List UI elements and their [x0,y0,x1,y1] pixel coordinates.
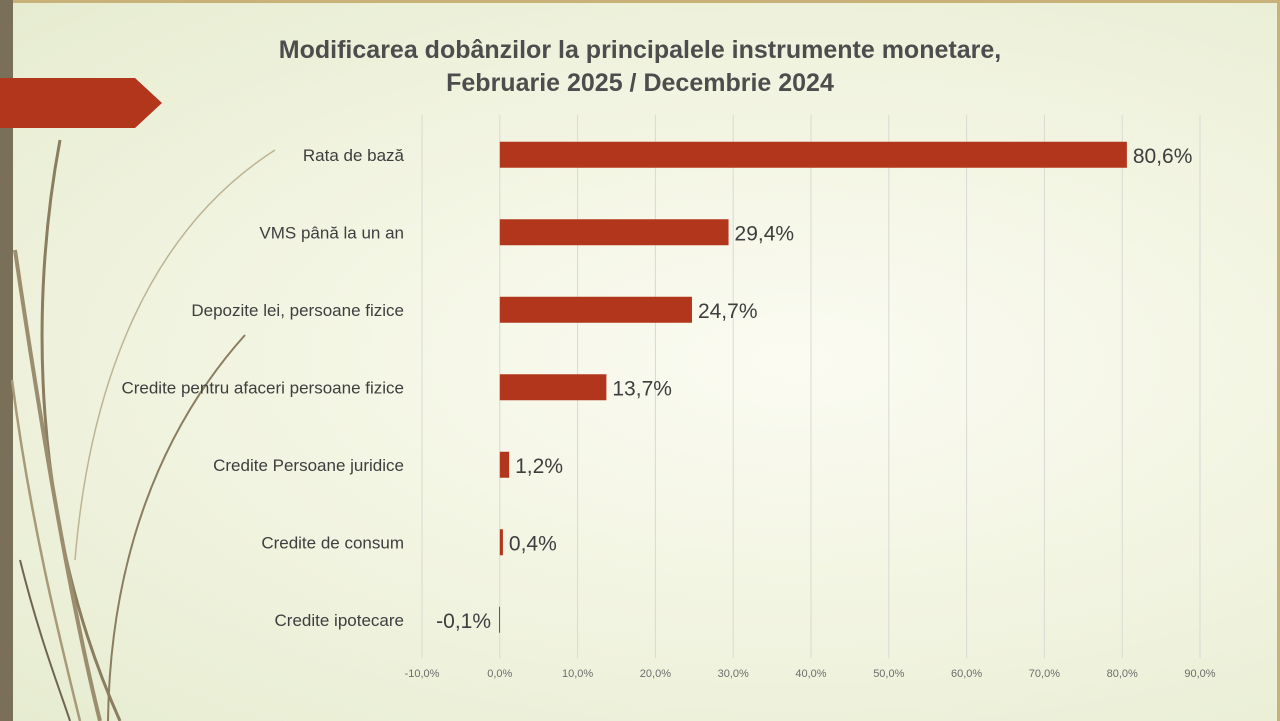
x-tick-label: 30,0% [718,668,749,680]
x-tick-label: 0,0% [487,668,512,680]
category-label: Credite de consum [261,533,404,552]
chart-title: Modificarea dobânzilor la principalele i… [180,34,1100,100]
x-tick-label: 40,0% [795,668,826,680]
category-label: Credite pentru afaceri persoane fizice [121,378,404,397]
bar [499,606,501,633]
category-label: Rata de bază [303,146,405,165]
bar [499,374,607,401]
category-label: Credite ipotecare [275,611,404,630]
bar [499,141,1127,168]
category-label: Depozite lei, persoane fizice [191,301,404,320]
x-tick-label: 10,0% [562,668,593,680]
bar [499,529,503,556]
x-tick-label: 60,0% [951,668,982,680]
data-label: 80,6% [1133,145,1193,168]
data-label: 24,7% [698,300,758,323]
slide-left-border [0,0,13,721]
slide-right-border [1277,0,1280,721]
x-tick-label: -10,0% [405,668,440,680]
category-label: Credite Persoane juridice [213,456,404,475]
slide-top-border [0,0,1280,3]
chart-title-line-1: Modificarea dobânzilor la principalele i… [278,36,1002,64]
x-tick-label: 80,0% [1107,668,1138,680]
data-label: 0,4% [509,532,557,555]
chart-title-line-2: Februarie 2025 / Decembrie 2024 [446,69,834,97]
data-label: 29,4% [735,222,795,245]
x-tick-label: 20,0% [640,668,671,680]
data-label: 13,7% [612,377,672,400]
bar [499,296,692,323]
category-label: VMS până la un an [259,223,404,242]
data-label: 1,2% [515,455,563,478]
x-tick-label: 70,0% [1029,668,1060,680]
bar [499,451,510,478]
bar [499,219,729,246]
data-label: -0,1% [436,610,491,633]
x-tick-label: 90,0% [1184,668,1215,680]
x-tick-label: 50,0% [873,668,904,680]
